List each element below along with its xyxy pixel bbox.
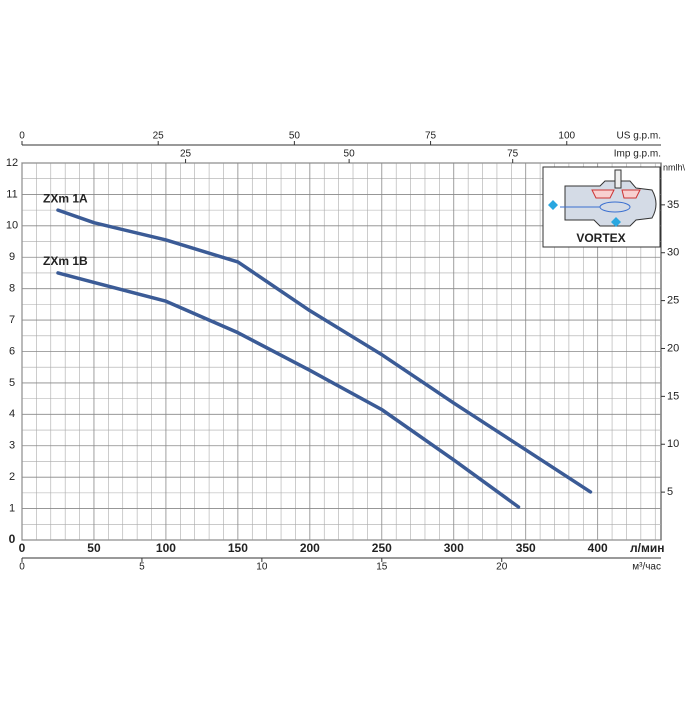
y-tick-label: 10 xyxy=(6,220,18,232)
y2-tick-label: 15 xyxy=(667,390,679,402)
impeller xyxy=(591,189,641,199)
tick-label: 20 xyxy=(496,562,508,573)
pump-shaft xyxy=(614,169,622,189)
tick-label: 75 xyxy=(425,131,437,142)
y2-tick-label: 20 xyxy=(667,342,679,354)
y-tick-label: 1 xyxy=(9,502,15,514)
y2-tick-label: 25 xyxy=(667,295,679,307)
y-tick-label: 5 xyxy=(9,377,15,389)
y2-tick-label: 30 xyxy=(667,247,679,259)
tick-label: 50 xyxy=(289,131,301,142)
axis-label: м³/час xyxy=(632,562,661,573)
x-tick-label: 250 xyxy=(372,541,392,555)
x-tick-label: 150 xyxy=(228,541,248,555)
tick-label: 25 xyxy=(153,131,165,142)
x-tick-label: 200 xyxy=(300,541,320,555)
series-label: ZXm 1B xyxy=(43,254,88,268)
y2-tick-label: 10 xyxy=(667,438,679,450)
tick-label: 75 xyxy=(507,149,519,160)
tick-label: 10 xyxy=(256,562,268,573)
y-tick-label: 0 xyxy=(9,532,16,546)
x-tick-label: 50 xyxy=(87,541,101,555)
y-tick-label: 6 xyxy=(9,345,15,357)
tick-label: 15 xyxy=(376,562,388,573)
flow-arrow xyxy=(548,200,621,227)
curve xyxy=(56,208,593,494)
x-tick-label: 350 xyxy=(516,541,536,555)
y-tick-label: 8 xyxy=(9,283,15,295)
y-tick-label: 11 xyxy=(6,188,17,200)
curve xyxy=(56,271,521,509)
y2-tick-label: 35 xyxy=(667,199,679,211)
tick-label: 0 xyxy=(19,562,25,573)
y2-axis-label: nmlh\ xyxy=(663,162,686,172)
axis-label: US g.p.m. xyxy=(617,131,661,142)
y-tick-label: 12 xyxy=(6,157,18,169)
y-tick-label: 3 xyxy=(9,440,15,452)
x-tick-label: 300 xyxy=(444,541,464,555)
x-tick-label: 0 xyxy=(19,541,26,555)
y-tick-label: 9 xyxy=(9,251,15,263)
tick-label: 5 xyxy=(139,562,145,573)
tick-label: 0 xyxy=(19,131,25,142)
x-tick-label: 100 xyxy=(156,541,176,555)
y-tick-label: 4 xyxy=(9,408,15,420)
y2-tick-label: 5 xyxy=(667,486,673,498)
y-tick-label: 7 xyxy=(9,314,15,326)
tick-label: 100 xyxy=(558,131,575,142)
inset-label: VORTEX xyxy=(576,231,625,245)
y-tick-label: 2 xyxy=(9,471,15,483)
tick-label: 50 xyxy=(344,149,356,160)
x-tick-label: 400 xyxy=(588,541,608,555)
axis-label: Imp g.p.m. xyxy=(614,149,661,160)
tick-label: 25 xyxy=(180,149,192,160)
series-label: ZXm 1A xyxy=(43,191,88,205)
inset: VORTEX xyxy=(542,166,661,248)
x-axis-label: л/мин xyxy=(630,541,664,555)
